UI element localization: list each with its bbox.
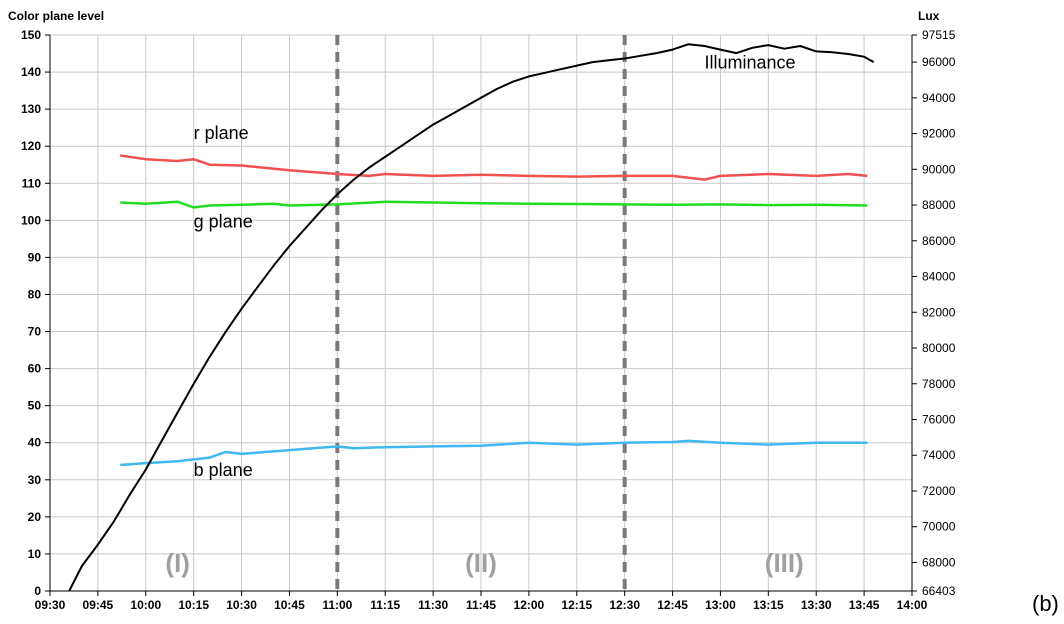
left-tick-label: 0 [34, 584, 41, 598]
left-tick-label: 10 [28, 547, 42, 561]
left-tick-label: 70 [28, 325, 42, 339]
right-tick-label: 66403 [922, 584, 956, 598]
right-tick-label: 76000 [922, 412, 956, 426]
right-tick-label: 90000 [922, 162, 956, 176]
x-tick-label: 13:15 [753, 598, 784, 612]
right-tick-label: 82000 [922, 305, 956, 319]
right-tick-label: 92000 [922, 127, 956, 141]
left-tick-label: 80 [28, 287, 42, 301]
phase-dividers [335, 35, 627, 591]
left-tick-label: 20 [28, 510, 42, 524]
x-tick-label: 09:30 [35, 598, 66, 612]
series-lines [68, 43, 875, 592]
left-tick-label: 130 [21, 102, 41, 116]
right-tick-label: 86000 [922, 234, 956, 248]
x-tick-label: 12:00 [514, 598, 545, 612]
left-tick-label: 90 [28, 250, 42, 264]
x-tick-label: 09:45 [83, 598, 114, 612]
phase-label: (III) [765, 548, 804, 578]
x-tick-label: 12:30 [609, 598, 640, 612]
phase-label: (I) [165, 548, 190, 578]
series-line [120, 154, 868, 181]
series-line [120, 200, 868, 209]
x-tick-label: 10:00 [130, 598, 161, 612]
right-tick-label: 97515 [922, 28, 956, 42]
left-axis-title: Color plane level [8, 9, 104, 23]
panel-label: (b) [1032, 591, 1059, 616]
left-tick-label: 30 [28, 473, 42, 487]
left-tick-label: 100 [21, 213, 41, 227]
right-tick-label: 94000 [922, 91, 956, 105]
x-tick-label: 12:15 [561, 598, 592, 612]
x-tick-label: 11:15 [370, 598, 400, 612]
right-axis-title: Lux [918, 9, 940, 23]
x-tick-label: 10:30 [226, 598, 257, 612]
series-label: b plane [194, 460, 253, 480]
right-tick-label: 74000 [922, 448, 956, 462]
left-tick-label: 50 [28, 399, 42, 413]
phase-label: (II) [465, 548, 497, 578]
left-tick-label: 60 [28, 362, 42, 376]
x-tick-label: 11:45 [466, 598, 496, 612]
left-tick-label: 120 [21, 139, 41, 153]
right-tick-label: 88000 [922, 198, 956, 212]
x-tick-label: 14:00 [897, 598, 928, 612]
x-tick-label: 10:15 [178, 598, 209, 612]
left-tick-label: 110 [22, 176, 42, 190]
right-tick-label: 84000 [922, 270, 956, 284]
left-tick-label: 140 [21, 65, 41, 79]
axes: 0 10 20 30 40 50 60 70 80 90 100 110 120 130 140 150 09:… [8, 9, 956, 612]
series-line [68, 43, 875, 592]
x-tick-label: 13:45 [849, 598, 880, 612]
right-tick-label: 96000 [922, 55, 956, 69]
right-tick-label: 80000 [922, 341, 956, 355]
series-label: g plane [194, 212, 253, 232]
grid-lines [49, 34, 913, 592]
x-tick-label: 13:00 [705, 598, 736, 612]
left-tick-label: 40 [28, 436, 42, 450]
series-label: r plane [194, 123, 249, 143]
right-tick-label: 68000 [922, 555, 956, 569]
x-tick-label: 10:45 [274, 598, 305, 612]
right-tick-label: 78000 [922, 377, 956, 391]
x-tick-label: 13:30 [801, 598, 832, 612]
series-line [120, 439, 868, 467]
x-tick-label: 12:45 [657, 598, 688, 612]
right-tick-label: 72000 [922, 484, 956, 498]
labels: r plane g plane b plane Illuminance (I) (II) (… [165, 52, 1058, 616]
right-tick-label: 70000 [922, 520, 956, 534]
series-label: Illuminance [704, 52, 795, 72]
x-tick-label: 11:00 [322, 598, 352, 612]
x-tick-label: 11:30 [418, 598, 448, 612]
left-tick-label: 150 [21, 28, 41, 42]
